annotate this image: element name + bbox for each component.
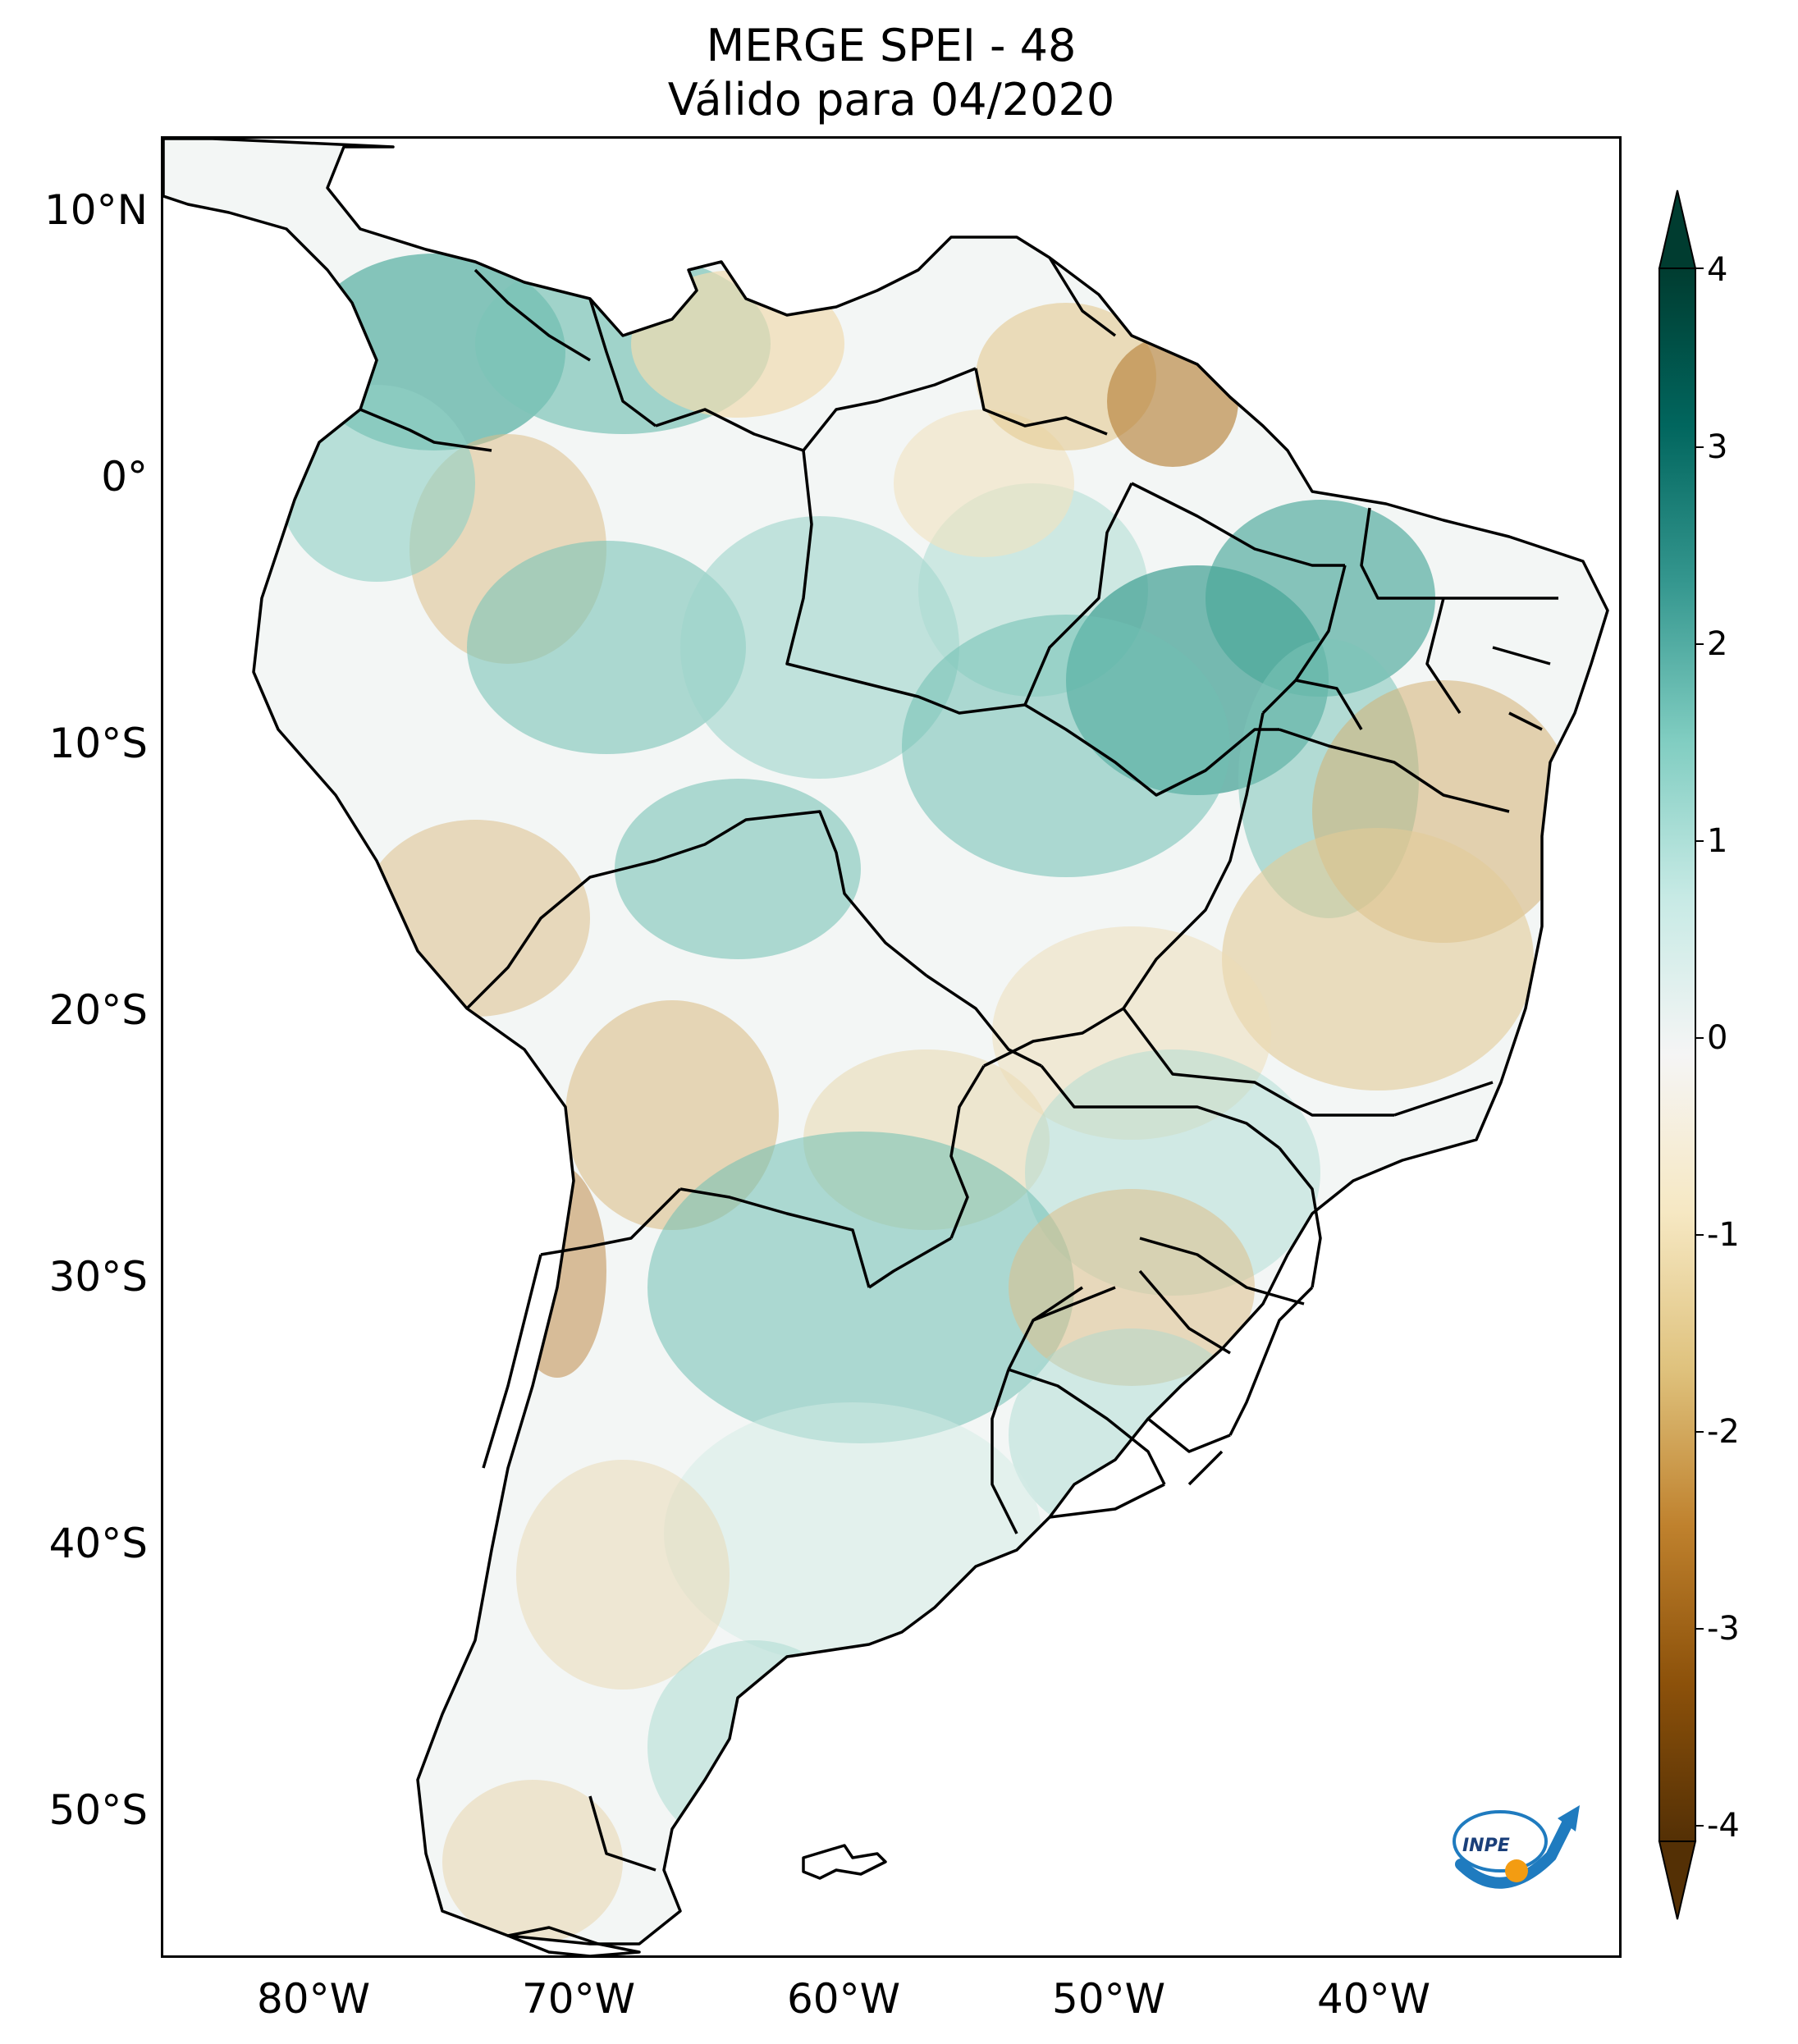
country-border	[974, 368, 1108, 436]
country-border	[540, 1187, 682, 1256]
lat-label-40s: 40°S	[48, 1520, 148, 1567]
spei-anomaly-patch	[1009, 1189, 1255, 1386]
country-border	[655, 810, 928, 977]
country-border	[1261, 565, 1347, 715]
colorbar-tick-3: 3	[1707, 428, 1728, 466]
country-border	[465, 859, 657, 1010]
country-border	[1122, 712, 1265, 1009]
country-border	[1228, 1360, 1265, 1436]
spei-anomaly-patch	[467, 541, 746, 754]
spei-anomaly-patch	[1222, 828, 1534, 1091]
map-subtitle: Válido para 04/2020	[667, 74, 1115, 126]
south-america-map	[163, 139, 1609, 1955]
country-border	[991, 1369, 1018, 1534]
map-title: MERGE SPEI - 48	[706, 20, 1077, 71]
country-border	[926, 974, 1042, 1068]
spei-anomaly-patch	[442, 1780, 623, 1944]
spei-anomaly-patch	[360, 820, 590, 1017]
country-border	[1138, 1269, 1231, 1355]
country-border	[1048, 257, 1117, 337]
colorbar-tick-m3: -3	[1707, 1610, 1740, 1648]
spei-anomaly-patch	[1107, 336, 1238, 467]
country-border	[1032, 1286, 1116, 1322]
colorbar-tick-m1: -1	[1707, 1216, 1740, 1254]
country-border	[1049, 1483, 1165, 1519]
colorbar-tick-m2: -2	[1707, 1413, 1740, 1451]
country-border	[588, 298, 657, 428]
spei-anomaly-patch	[902, 615, 1230, 877]
country-border	[679, 1187, 871, 1288]
lat-label-0: 0°	[101, 453, 148, 501]
spei-anomaly-patch	[278, 385, 475, 582]
spei-anomaly-patch	[508, 1164, 606, 1378]
colorbar-tick-2: 2	[1707, 625, 1728, 663]
spei-anomaly-patch	[631, 270, 844, 418]
country-border	[1131, 482, 1345, 567]
country-border	[655, 408, 804, 452]
country-border	[1425, 597, 1462, 714]
country-border	[802, 367, 977, 452]
spei-anomaly-patch	[647, 1132, 1074, 1443]
spei-anomaly-patch	[647, 1640, 861, 1854]
country-border	[1393, 1081, 1494, 1117]
lon-label-50w: 50°W	[1051, 1975, 1166, 2023]
colorbar-tick-m4: -4	[1707, 1807, 1740, 1845]
spei-anomaly-patch	[615, 779, 861, 959]
country-border	[1146, 1417, 1231, 1453]
lon-label-80w: 80°W	[256, 1975, 371, 2023]
land-field	[163, 139, 1608, 1944]
lon-label-70w: 70°W	[521, 1975, 636, 2023]
lat-label-10s: 10°S	[48, 720, 148, 767]
tierra-del-fuego	[506, 1926, 641, 1955]
lat-label-50s: 50°S	[48, 1786, 148, 1834]
spei-anomaly-patch	[992, 926, 1271, 1140]
country-border	[474, 268, 591, 362]
country-border	[1024, 703, 1279, 797]
country-borders	[163, 139, 1609, 1955]
country-border	[1040, 1064, 1281, 1150]
country-border	[1187, 1450, 1224, 1486]
spei-anomaly-patch	[516, 1460, 730, 1690]
lon-label-60w: 60°W	[786, 1975, 901, 2023]
country-border	[1139, 1237, 1305, 1306]
lat-label-10n: 10°N	[43, 186, 148, 234]
country-border	[1492, 646, 1551, 665]
colorbar-tick-1: 1	[1707, 822, 1728, 860]
colorbar-tick-0: 0	[1707, 1019, 1728, 1057]
falkland-islands	[802, 1844, 887, 1880]
country-border	[1279, 728, 1510, 813]
spei-anomaly-patch	[1206, 500, 1435, 697]
spei-anomaly-patch	[680, 516, 959, 779]
inpe-logo: INPE	[1453, 1805, 1580, 1889]
spei-anomaly-patch	[894, 409, 1074, 557]
map-panel	[161, 136, 1622, 1958]
lat-label-20s: 20°S	[48, 986, 148, 1034]
country-border	[868, 1237, 952, 1289]
country-border	[1278, 1146, 1322, 1288]
country-border	[588, 1795, 657, 1872]
lon-label-40w: 40°W	[1316, 1975, 1431, 2023]
country-border	[949, 1065, 986, 1239]
lat-label-30s: 30°S	[48, 1253, 148, 1301]
country-border	[359, 408, 492, 452]
country-border	[1008, 1368, 1166, 1485]
country-border	[1122, 1007, 1394, 1117]
country-border	[1508, 711, 1543, 731]
country-border	[482, 1254, 542, 1469]
country-border	[785, 450, 1026, 715]
country-border	[1295, 679, 1363, 730]
svg-text:INPE: INPE	[1462, 1836, 1510, 1856]
coastline	[163, 139, 1609, 1946]
country-border	[1261, 1286, 1314, 1362]
country-border	[1360, 507, 1558, 600]
country-border	[983, 1007, 1124, 1068]
spei-anomaly-patch	[1009, 1328, 1255, 1542]
colorbar-tick-4: 4	[1707, 251, 1728, 289]
country-border	[1023, 482, 1133, 706]
